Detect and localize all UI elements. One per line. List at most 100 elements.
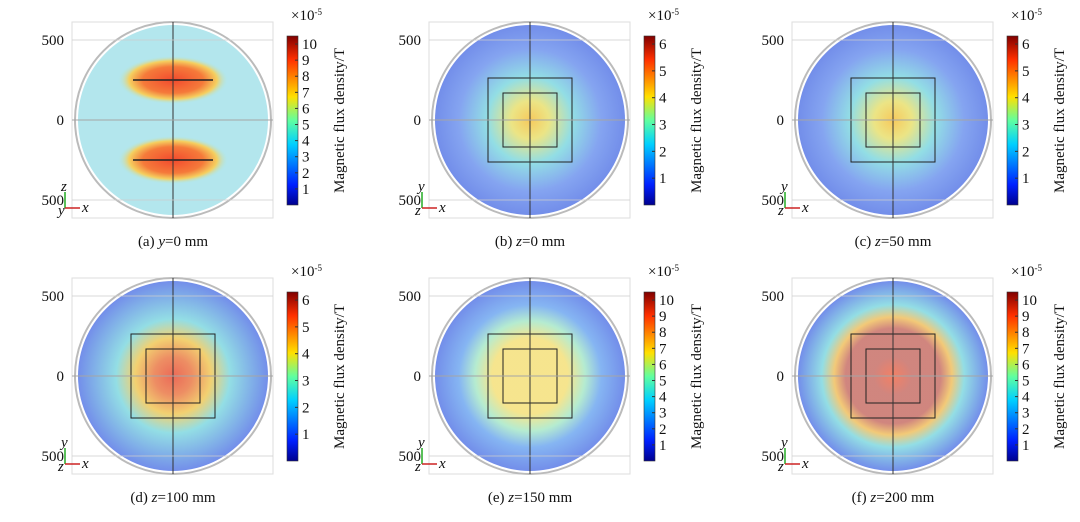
exponent-base: ×10 (648, 264, 671, 280)
y-tick-label: 500 (42, 289, 65, 305)
colorbar-tick-label: 3 (659, 406, 667, 422)
colorbar (643, 291, 656, 462)
caption-var: z (507, 490, 514, 506)
y-tick-label: 500 (762, 33, 785, 49)
colorbar-tick-label: 2 (659, 144, 667, 160)
colorbar-tick-label: 8 (659, 325, 667, 341)
colorbar-tick-label: 2 (1022, 422, 1030, 438)
colorbar-tick-label: 3 (302, 374, 310, 390)
y-tick-label: 500 (399, 193, 422, 209)
caption: (c) z=50 mm (855, 234, 932, 250)
colorbar-tick-label: 9 (659, 309, 667, 325)
caption-var: z (874, 234, 881, 250)
caption-var: z (869, 490, 876, 506)
colorbar-tick-label: 2 (302, 400, 310, 416)
colorbar-title: Magnetic flux density/T (689, 48, 705, 193)
colorbar-exponent: ×10-5 (648, 7, 679, 24)
triad-label: z (57, 459, 64, 475)
triad-label: y (416, 179, 425, 195)
colorbar-tick-label: 10 (659, 293, 674, 309)
caption: (b) z=0 mm (495, 234, 565, 250)
triad-label: x (801, 200, 809, 216)
triad-label: z (60, 179, 67, 195)
colorbar-exponent: ×10-5 (648, 263, 679, 280)
colorbar-tick-label: 6 (1022, 357, 1030, 373)
caption: (d) z=100 mm (130, 490, 215, 506)
caption-var: z (515, 234, 522, 250)
colorbar-tick-label: 4 (1022, 390, 1030, 406)
exponent-base: ×10 (291, 264, 314, 280)
colorbar-tick-label: 1 (659, 438, 667, 454)
colorbar (643, 35, 656, 206)
y-tick-label: 0 (57, 113, 65, 129)
colorbar-tick-label: 6 (1022, 37, 1030, 53)
colorbar-tick-label: 9 (302, 53, 310, 69)
exponent-base: ×10 (1011, 8, 1034, 24)
colorbar-tick-label: 3 (302, 150, 310, 166)
triad-label: z (777, 203, 784, 219)
y-tick-label: 500 (399, 449, 422, 465)
caption-label: (a) (138, 234, 158, 250)
colorbar-tick-label: 7 (302, 85, 310, 101)
colorbar-tick-label: 5 (302, 118, 310, 134)
colorbar-tick-label: 3 (1022, 406, 1030, 422)
colorbar-tick-label: 2 (302, 166, 310, 182)
colorbar-tick-label: 4 (302, 347, 310, 363)
colorbar-tick-label: 10 (302, 37, 317, 53)
exponent-power: -5 (1034, 263, 1042, 273)
colorbar-title: Magnetic flux density/T (1052, 48, 1068, 193)
exponent-power: -5 (671, 263, 679, 273)
caption-rest: =100 mm (158, 490, 216, 506)
caption: (e) z=150 mm (488, 490, 573, 506)
y-tick-label: 500 (399, 289, 422, 305)
colorbar-title: Magnetic flux density/T (332, 48, 348, 193)
exponent-power: -5 (671, 7, 679, 17)
caption-label: (d) (130, 490, 151, 506)
colorbar-tick-label: 7 (1022, 341, 1030, 357)
caption-label: (e) (488, 490, 508, 506)
caption-rest: =0 mm (522, 234, 565, 250)
colorbar-tick-label: 6 (302, 101, 310, 117)
caption: (a) y=0 mm (138, 234, 208, 250)
caption-rest: =150 mm (514, 490, 572, 506)
y-tick-label: 500 (399, 33, 422, 49)
colorbar-tick-label: 5 (659, 374, 667, 390)
colorbar-tick-label: 10 (1022, 293, 1037, 309)
exponent-power: -5 (1034, 7, 1042, 17)
caption-label: (b) (495, 234, 516, 250)
y-tick-label: 0 (57, 369, 65, 385)
colorbar-tick-label: 1 (659, 171, 667, 187)
colorbar-exponent: ×10-5 (291, 7, 322, 24)
y-tick-label: 500 (42, 193, 65, 209)
colorbar (1006, 291, 1019, 462)
colorbar-title: Magnetic flux density/T (332, 304, 348, 449)
triad-label: y (779, 179, 788, 195)
colorbar-tick-label: 4 (302, 134, 310, 150)
caption-rest: =0 mm (165, 234, 208, 250)
exponent-power: -5 (314, 7, 322, 17)
y-tick-label: 500 (762, 289, 785, 305)
exponent-base: ×10 (1011, 264, 1034, 280)
caption-var: y (156, 234, 165, 250)
triad-label: x (81, 200, 89, 216)
colorbar-tick-label: 3 (659, 118, 667, 134)
triad-label: y (56, 203, 65, 219)
colorbar-exponent: ×10-5 (291, 263, 322, 280)
exponent-base: ×10 (291, 8, 314, 24)
y-tick-label: 0 (777, 113, 785, 129)
y-tick-label: 500 (42, 33, 65, 49)
caption-label: (c) (855, 234, 875, 250)
y-tick-label: 0 (414, 113, 422, 129)
caption-var: z (151, 490, 158, 506)
colorbar-tick-label: 8 (1022, 325, 1030, 341)
colorbar-tick-label: 1 (1022, 171, 1030, 187)
y-tick-label: 0 (414, 369, 422, 385)
colorbar (286, 35, 299, 206)
triad-label: y (779, 435, 788, 451)
colorbar-exponent: ×10-5 (1011, 263, 1042, 280)
